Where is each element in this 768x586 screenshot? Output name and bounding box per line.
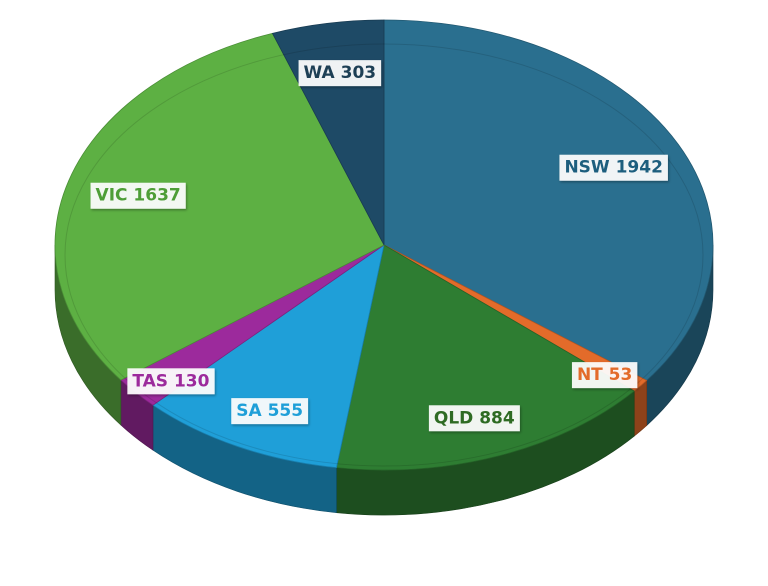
slice-label-vic: VIC 1637 <box>90 182 186 209</box>
data-label: VIC 1637 <box>96 186 181 206</box>
pie-rim-highlight <box>64 43 704 467</box>
data-label-background <box>90 182 186 209</box>
data-label-background <box>231 398 309 425</box>
slice-sa[interactable] <box>152 244 385 469</box>
slice-vic[interactable] <box>54 32 385 381</box>
data-label: QLD 884 <box>434 408 515 428</box>
data-label-background <box>298 60 382 87</box>
data-label: WA 303 <box>304 63 377 83</box>
slice-qld[interactable] <box>335 244 635 471</box>
slice-label-tas: TAS 130 <box>127 368 215 395</box>
slice-label-qld: QLD 884 <box>428 405 520 432</box>
slice-label-nsw: NSW 1942 <box>559 154 668 181</box>
data-label: NSW 1942 <box>564 158 662 178</box>
data-label-background <box>559 154 668 181</box>
slice-label-wa: WA 303 <box>298 60 382 87</box>
slice-label-nt: NT 53 <box>571 362 638 389</box>
data-label-background <box>571 362 638 389</box>
data-label-background <box>428 405 520 432</box>
data-label: TAS 130 <box>132 371 209 391</box>
data-label-background <box>127 368 215 395</box>
data-label: NT 53 <box>577 365 632 385</box>
slice-label-sa: SA 555 <box>231 398 309 425</box>
slice-nsw[interactable] <box>383 19 714 381</box>
data-label: SA 555 <box>236 401 303 421</box>
